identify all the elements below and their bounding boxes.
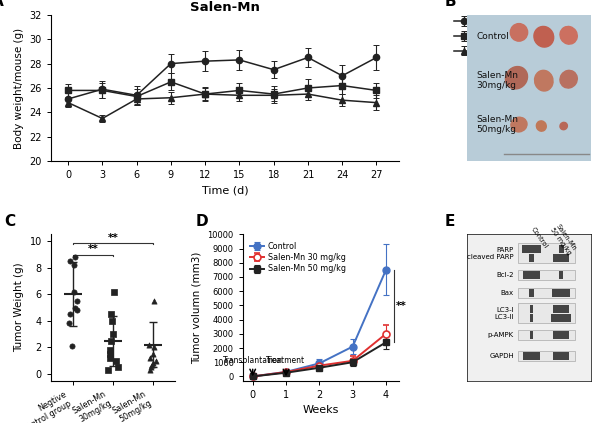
- Legend: Control, 30mg/kg, 50mg/kg: Control, 30mg/kg, 50mg/kg: [450, 12, 527, 60]
- Ellipse shape: [534, 27, 554, 47]
- Bar: [530, 305, 533, 313]
- Point: [109, 288, 119, 295]
- Text: E: E: [445, 214, 455, 228]
- Text: **: **: [88, 244, 98, 254]
- Text: Control: Control: [477, 32, 509, 41]
- Text: PARP
cleaved PARP: PARP cleaved PARP: [467, 247, 514, 260]
- Point: [69, 261, 79, 268]
- Text: p-AMPK: p-AMPK: [488, 332, 514, 338]
- Ellipse shape: [511, 23, 527, 41]
- Bar: [559, 271, 563, 279]
- Text: Salen-Mn
30mg/kg: Salen-Mn 30mg/kg: [477, 71, 519, 91]
- Point: [65, 258, 74, 264]
- Bar: [530, 331, 533, 339]
- Text: Transplantation: Transplantation: [223, 356, 283, 365]
- Point: [69, 288, 79, 295]
- X-axis label: Weeks: Weeks: [303, 405, 339, 415]
- Text: Salen-Mn
50mg/kg: Salen-Mn 50mg/kg: [477, 115, 519, 134]
- Text: GAPDH: GAPDH: [489, 353, 514, 359]
- Bar: [518, 270, 575, 280]
- Point: [149, 344, 159, 351]
- Point: [145, 355, 155, 362]
- Bar: [518, 330, 575, 341]
- Y-axis label: Tumor Weight (g): Tumor Weight (g): [14, 263, 24, 352]
- Text: Control: Control: [529, 226, 548, 249]
- Point: [146, 364, 156, 371]
- Point: [65, 311, 74, 318]
- Text: D: D: [196, 214, 208, 228]
- Text: LC3-I
LC3-II: LC3-I LC3-II: [494, 307, 514, 320]
- Ellipse shape: [536, 121, 546, 131]
- Point: [106, 338, 116, 344]
- Point: [109, 331, 118, 338]
- Text: Bcl-2: Bcl-2: [496, 272, 514, 278]
- Point: [149, 297, 159, 304]
- Bar: [529, 289, 534, 297]
- X-axis label: Time (d): Time (d): [202, 186, 248, 196]
- Point: [144, 341, 154, 348]
- Ellipse shape: [535, 70, 553, 91]
- Bar: [523, 271, 540, 279]
- Point: [70, 304, 80, 311]
- Bar: [553, 254, 569, 262]
- Point: [151, 357, 161, 364]
- Bar: [551, 314, 571, 322]
- Point: [105, 347, 115, 354]
- Text: A: A: [0, 0, 4, 9]
- Bar: [522, 244, 541, 253]
- Bar: [553, 331, 569, 339]
- Bar: [553, 289, 570, 297]
- Point: [104, 367, 113, 374]
- Text: Treatment: Treatment: [266, 356, 305, 365]
- Point: [106, 311, 116, 318]
- Text: Bax: Bax: [501, 290, 514, 296]
- Bar: [523, 352, 540, 360]
- Point: [105, 351, 115, 357]
- Point: [148, 360, 158, 367]
- Point: [72, 297, 82, 304]
- Text: **: **: [108, 233, 118, 243]
- Bar: [518, 303, 575, 323]
- Text: C: C: [4, 214, 15, 228]
- Point: [113, 364, 122, 371]
- Point: [73, 307, 82, 313]
- Point: [147, 361, 157, 368]
- Ellipse shape: [560, 70, 577, 88]
- Bar: [518, 244, 575, 263]
- Bar: [518, 288, 575, 298]
- Ellipse shape: [511, 117, 527, 132]
- Point: [149, 351, 158, 357]
- Text: Salen-Mn
50 mg/kg: Salen-Mn 50 mg/kg: [549, 223, 578, 256]
- Ellipse shape: [505, 67, 527, 89]
- Text: B: B: [445, 0, 456, 9]
- Ellipse shape: [560, 122, 568, 130]
- Point: [107, 317, 117, 324]
- Point: [67, 343, 77, 349]
- Legend: Control, Salen-Mn 30 mg/kg, Salen-Mn 50 mg/kg: Control, Salen-Mn 30 mg/kg, Salen-Mn 50 …: [247, 239, 349, 277]
- Bar: [530, 314, 533, 322]
- Bar: [559, 244, 563, 253]
- Title: Salen-Mn: Salen-Mn: [190, 1, 260, 14]
- Point: [145, 367, 154, 374]
- Point: [64, 320, 74, 327]
- Bar: [553, 305, 569, 313]
- Bar: [529, 254, 534, 262]
- Point: [70, 253, 80, 260]
- Point: [106, 355, 115, 362]
- Y-axis label: Tumor volumn (mm3): Tumor volumn (mm3): [192, 251, 202, 364]
- Bar: [518, 351, 575, 361]
- Text: **: **: [396, 301, 407, 311]
- Y-axis label: Body weight/mouse (g): Body weight/mouse (g): [14, 27, 24, 148]
- Point: [112, 357, 121, 364]
- Bar: [553, 352, 569, 360]
- Ellipse shape: [560, 27, 577, 44]
